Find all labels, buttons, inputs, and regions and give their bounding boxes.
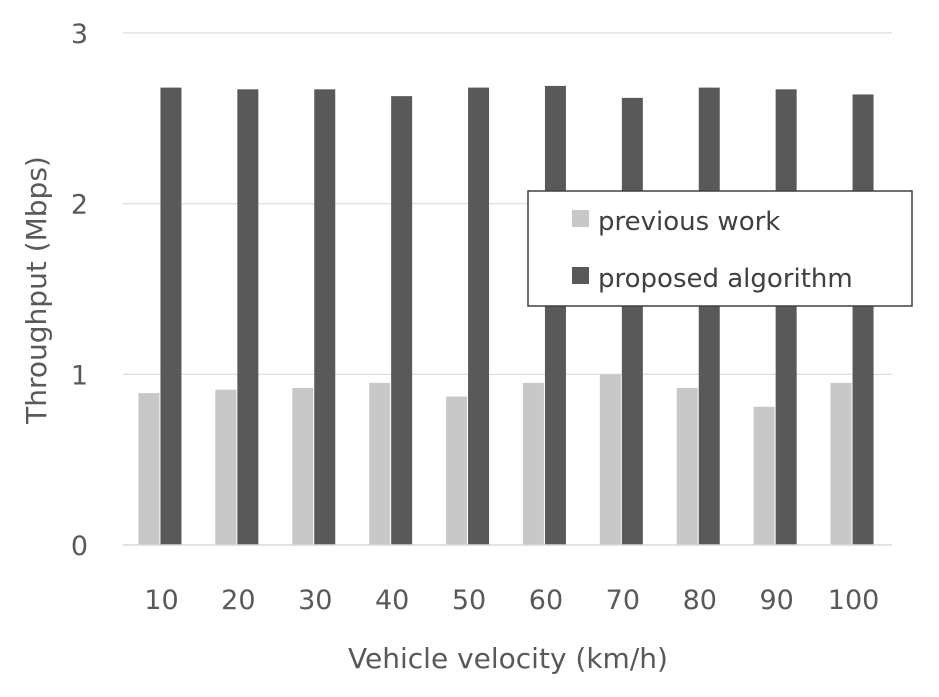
y-tick-label: 0	[71, 531, 88, 562]
bar-proposed-algorithm-10	[160, 87, 182, 545]
legend-label-previous-work: previous work	[598, 207, 780, 237]
bar-proposed-algorithm-30	[314, 89, 336, 545]
x-tick-label: 80	[683, 585, 717, 616]
x-tick-label: 30	[298, 585, 332, 616]
x-axis-title: Vehicle velocity (km/h)	[348, 642, 668, 675]
legend-swatch-proposed-algorithm	[572, 267, 589, 284]
legend-label-proposed-algorithm: proposed algorithm	[598, 264, 853, 294]
bar-previous-work-90	[753, 406, 775, 545]
bar-previous-work-70	[599, 374, 621, 545]
bar-previous-work-50	[446, 396, 468, 545]
bar-previous-work-80	[676, 387, 698, 545]
bar-previous-work-10	[138, 393, 160, 545]
bar-previous-work-40	[369, 382, 391, 545]
x-tick-label: 20	[221, 585, 255, 616]
x-tick-label: 70	[606, 585, 640, 616]
legend-box	[527, 190, 913, 307]
y-tick-label: 3	[71, 19, 88, 50]
bar-previous-work-20	[215, 389, 237, 545]
x-tick-label: 40	[375, 585, 409, 616]
x-tick-label: 10	[144, 585, 178, 616]
bar-proposed-algorithm-60	[544, 85, 566, 545]
bar-proposed-algorithm-40	[391, 96, 413, 545]
legend-swatch-previous-work	[572, 210, 589, 227]
bar-previous-work-100	[830, 382, 852, 545]
bar-proposed-algorithm-50	[468, 87, 490, 545]
y-tick-label: 2	[71, 190, 88, 221]
y-axis-title: Throughput (Mbps)	[20, 156, 53, 425]
y-tick-label: 1	[71, 360, 88, 391]
x-tick-label: 60	[529, 585, 563, 616]
x-axis-ticks: 10 20 30 40 50 60 70 80 90 100	[144, 585, 879, 616]
bars	[138, 85, 874, 545]
y-axis-ticks: 0 1 2 3	[71, 19, 88, 562]
bar-proposed-algorithm-100	[852, 94, 874, 545]
bar-proposed-algorithm-70	[621, 97, 643, 545]
bar-proposed-algorithm-90	[775, 89, 797, 545]
bar-proposed-algorithm-20	[237, 89, 259, 545]
bar-previous-work-60	[522, 382, 544, 545]
bar-previous-work-30	[292, 387, 314, 545]
legend: previous work proposed algorithm	[527, 190, 913, 307]
bar-proposed-algorithm-80	[698, 87, 720, 545]
x-tick-label: 50	[452, 585, 486, 616]
x-tick-label: 90	[759, 585, 793, 616]
x-tick-label: 100	[828, 585, 880, 616]
